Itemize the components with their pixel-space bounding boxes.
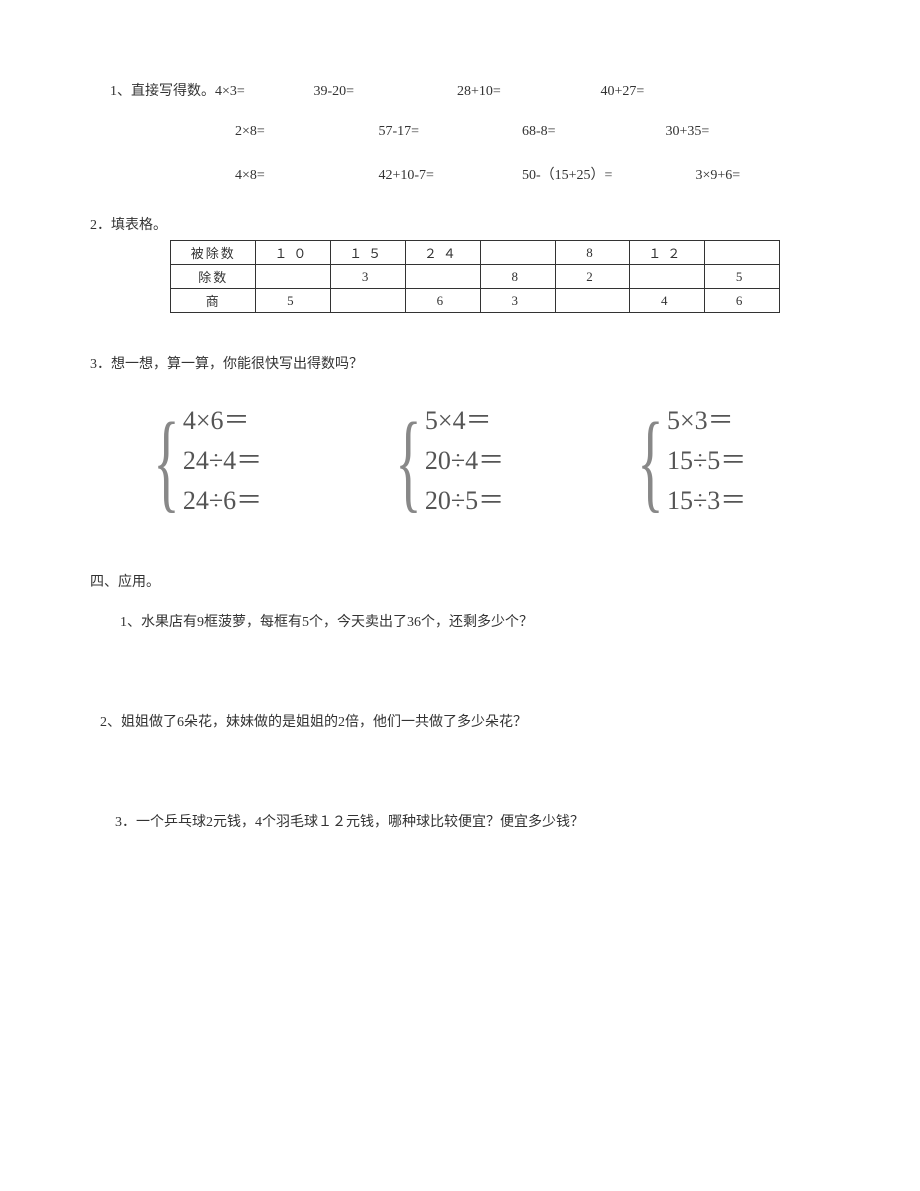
math-line: 5×4＝ [425, 401, 504, 441]
q1-r1-c3: 28+10= [457, 84, 597, 100]
cell: １２ [630, 241, 705, 265]
cell: 4 [630, 289, 705, 313]
q1-row-1: 1、直接写得数。4×3= 39-20= 28+10= 40+27= [110, 80, 860, 100]
q1-r3-c4: 3×9+6= [696, 168, 786, 184]
cell [256, 265, 331, 289]
cell [555, 289, 630, 313]
math-line: 20÷5＝ [425, 481, 504, 521]
cell: ２４ [406, 241, 481, 265]
cell [705, 241, 780, 265]
cell: 6 [406, 289, 481, 313]
math-lines: 5×4＝ 20÷4＝ 20÷5＝ [425, 401, 504, 521]
q1-r2-c1: 2×8= [235, 124, 375, 140]
math-line: 24÷4＝ [183, 441, 262, 481]
cell: 8 [555, 241, 630, 265]
table-row-quotient: 商 5 6 3 4 6 [171, 289, 780, 313]
table-row-divisor: 除数 3 8 2 5 [171, 265, 780, 289]
cell [406, 265, 481, 289]
q1-r1-c4: 40+27= [601, 84, 741, 100]
q2-title: 2．填表格。 [90, 214, 860, 234]
brace-icon: { [637, 406, 663, 516]
q1-r2-c4: 30+35= [666, 124, 806, 140]
question-3: 3．想一想，算一算，你能很快写出得数吗？ { 4×6＝ 24÷4＝ 24÷6＝ … [110, 353, 860, 521]
cell: 5 [256, 289, 331, 313]
q1-r2-c2: 57-17= [379, 124, 519, 140]
q1-prefix: 1、直接写得数。4×3= [110, 80, 310, 100]
math-line: 4×6＝ [183, 401, 262, 441]
cell [630, 265, 705, 289]
q1-row-3: 4×8= 42+10-7= 50-（15+25）= 3×9+6= [110, 164, 860, 184]
q1-r2-c3: 68-8= [522, 124, 662, 140]
question-2: 2．填表格。 被除数 １０ １５ ２４ 8 １２ 除数 3 8 2 5 商 5 … [110, 214, 860, 313]
q1-r1-c1: 4×3= [215, 84, 245, 100]
section-4: 四、应用。 1、水果店有9框菠萝，每框有5个，今天卖出了36个，还剩多少个？ 2… [110, 571, 860, 831]
q1-r3-c1: 4×8= [235, 168, 375, 184]
math-lines: 5×3＝ 15÷5＝ 15÷3＝ [667, 401, 746, 521]
math-groups: { 4×6＝ 24÷4＝ 24÷6＝ { 5×4＝ 20÷4＝ 20÷5＝ { … [140, 401, 920, 521]
header-divisor: 除数 [171, 265, 256, 289]
question-1: 1、直接写得数。4×3= 39-20= 28+10= 40+27= 2×8= 5… [110, 80, 860, 184]
math-line: 20÷4＝ [425, 441, 504, 481]
cell [331, 289, 406, 313]
q1-r3-c2: 42+10-7= [379, 168, 519, 184]
cell: １０ [256, 241, 331, 265]
division-table: 被除数 １０ １５ ２４ 8 １２ 除数 3 8 2 5 商 5 6 3 4 [170, 240, 780, 313]
cell: 6 [705, 289, 780, 313]
table-row-dividend: 被除数 １０ １５ ２４ 8 １２ [171, 241, 780, 265]
app-question-1: 1、水果店有9框菠萝，每框有5个，今天卖出了36个，还剩多少个？ [120, 611, 860, 631]
math-lines: 4×6＝ 24÷4＝ 24÷6＝ [183, 401, 262, 521]
cell: １５ [331, 241, 406, 265]
q1-prefix-text: 1、直接写得数。 [110, 80, 215, 100]
q1-row-2: 2×8= 57-17= 68-8= 30+35= [110, 124, 860, 140]
cell: 3 [331, 265, 406, 289]
math-group-1: { 4×6＝ 24÷4＝ 24÷6＝ [140, 401, 262, 521]
math-group-2: { 5×4＝ 20÷4＝ 20÷5＝ [382, 401, 504, 521]
brace-icon: { [153, 406, 179, 516]
math-line: 15÷5＝ [667, 441, 746, 481]
cell: 5 [705, 265, 780, 289]
section-4-title: 四、应用。 [90, 571, 860, 591]
brace-icon: { [395, 406, 421, 516]
app-question-3: 3．一个乒乓球2元钱，4个羽毛球１２元钱，哪种球比较便宜？便宜多少钱？ [115, 811, 860, 831]
math-group-3: { 5×3＝ 15÷5＝ 15÷3＝ [624, 401, 746, 521]
q1-r3-c3: 50-（15+25）= [522, 164, 692, 184]
header-quotient: 商 [171, 289, 256, 313]
cell [480, 241, 555, 265]
header-dividend: 被除数 [171, 241, 256, 265]
cell: 2 [555, 265, 630, 289]
math-line: 5×3＝ [667, 401, 746, 441]
q3-title: 3．想一想，算一算，你能很快写出得数吗？ [90, 353, 860, 373]
cell: 8 [480, 265, 555, 289]
math-line: 15÷3＝ [667, 481, 746, 521]
math-line: 24÷6＝ [183, 481, 262, 521]
app-question-2: 2、姐姐做了6朵花，妹妹做的是姐姐的2倍，他们一共做了多少朵花？ [100, 711, 860, 731]
cell: 3 [480, 289, 555, 313]
q1-r1-c2: 39-20= [314, 84, 454, 100]
